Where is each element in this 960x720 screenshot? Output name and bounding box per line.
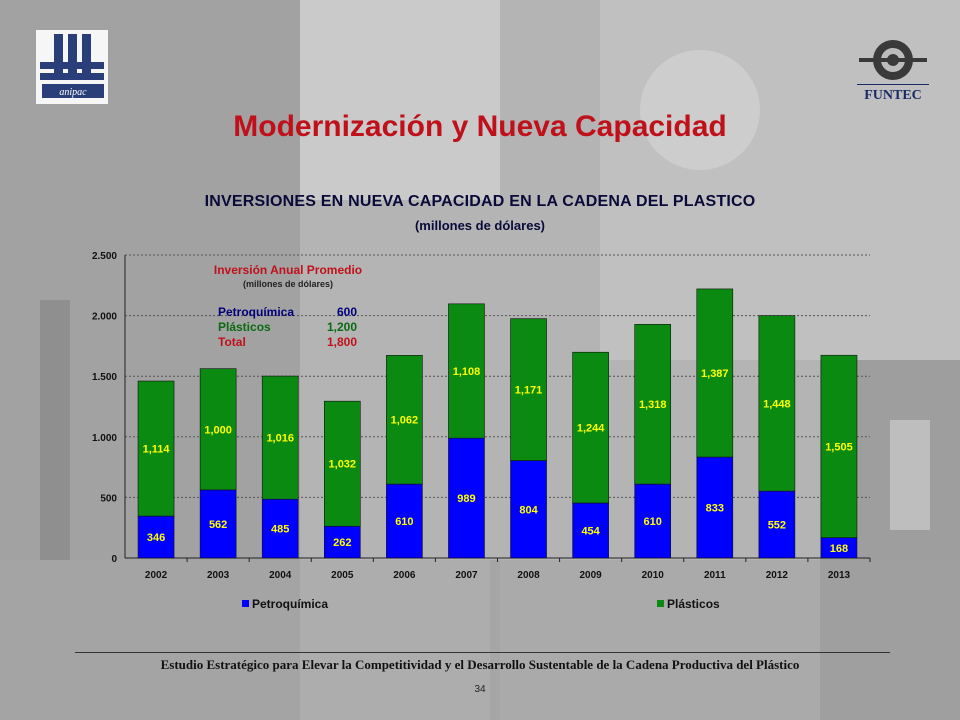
- data-label-petroquimica: 610: [395, 516, 413, 528]
- bar-plasticos: [820, 354, 858, 538]
- bar-petroquimica: [448, 437, 485, 559]
- y-tick-label: 2.500: [92, 251, 117, 262]
- x-tick-label: 2002: [145, 570, 168, 581]
- chart-title: INVERSIONES EN NUEVA CAPACIDAD EN LA CAD…: [204, 193, 756, 210]
- data-label-petroquimica: 804: [519, 504, 538, 516]
- data-label-plasticos: 1,171: [515, 385, 543, 397]
- bar-plasticos: [323, 400, 361, 527]
- x-tick-label: 2013: [828, 570, 851, 581]
- bar-plasticos: [758, 315, 796, 492]
- annotation-title: Inversión Anual Promedio: [214, 263, 362, 277]
- bar-petroquimica: [510, 460, 547, 559]
- data-label-petroquimica: 989: [457, 493, 475, 505]
- data-label-petroquimica: 168: [830, 543, 848, 555]
- data-label-plasticos: 1,062: [391, 415, 419, 427]
- annotation-row-label: Plásticos: [218, 320, 271, 334]
- svg-text:anipac: anipac: [59, 87, 87, 98]
- x-tick-label: 2009: [580, 570, 603, 581]
- y-tick-label: 0: [111, 554, 117, 565]
- data-label-petroquimica: 485: [271, 524, 289, 536]
- data-label-petroquimica: 262: [333, 537, 351, 549]
- data-label-plasticos: 1,016: [266, 433, 294, 445]
- bar-plasticos: [634, 324, 672, 485]
- y-tick-label: 500: [100, 493, 117, 504]
- bar-plasticos: [386, 355, 423, 485]
- legend-swatch-petroquimica: [242, 600, 249, 607]
- bar-petroquimica: [696, 456, 734, 559]
- annotation-row-label: Total: [218, 335, 246, 349]
- x-tick-label: 2005: [331, 570, 354, 581]
- y-tick-label: 1.500: [92, 372, 117, 383]
- data-label-plasticos: 1,448: [763, 398, 791, 410]
- data-label-plasticos: 1,114: [143, 444, 171, 456]
- x-tick-label: 2004: [269, 570, 292, 581]
- data-label-plasticos: 1,244: [577, 423, 605, 435]
- slide-title: Modernización y Nueva Capacidad: [233, 110, 727, 143]
- data-label-petroquimica: 454: [581, 525, 600, 537]
- data-label-plasticos: 1,032: [329, 459, 357, 471]
- y-tick-label: 2.000: [92, 312, 117, 323]
- bar-plasticos: [448, 303, 485, 439]
- x-tick-label: 2008: [517, 570, 540, 581]
- legend-swatch-plasticos: [657, 600, 664, 607]
- footer-divider: [75, 652, 890, 653]
- data-label-plasticos: 1,505: [825, 441, 853, 453]
- bar-plasticos: [261, 375, 299, 500]
- bar-petroquimica: [572, 502, 609, 559]
- funtec-logo: FUNTEC: [857, 40, 929, 102]
- data-label-petroquimica: 552: [768, 520, 786, 532]
- data-label-plasticos: 1,108: [453, 366, 481, 378]
- x-tick-label: 2007: [455, 570, 478, 581]
- legend-label-petroquimica: Petroquímica: [252, 597, 328, 611]
- data-label-plasticos: 1,318: [639, 399, 667, 411]
- bar-petroquimica: [137, 515, 175, 559]
- x-tick-label: 2012: [766, 570, 789, 581]
- data-label-petroquimica: 610: [644, 516, 662, 528]
- data-label-petroquimica: 346: [147, 532, 165, 544]
- bar-plasticos: [510, 318, 547, 461]
- annotation-row-value: 1,200: [327, 320, 357, 334]
- bar-petroquimica: [199, 489, 237, 559]
- annotation-subtitle: (millones de dólares): [243, 279, 333, 289]
- annotation-row-value: 600: [337, 305, 357, 319]
- svg-text:FUNTEC: FUNTEC: [864, 88, 922, 102]
- y-tick-label: 1.000: [92, 433, 117, 444]
- footer-text: Estudio Estratégico para Elevar la Compe…: [160, 657, 800, 672]
- annotation-row-value: 1,800: [327, 335, 357, 349]
- data-label-plasticos: 1,000: [204, 424, 232, 436]
- bar-plasticos: [572, 351, 609, 504]
- data-label-petroquimica: 562: [209, 519, 227, 531]
- bar-plasticos: [137, 380, 175, 517]
- page-number: 34: [474, 684, 486, 695]
- chart-subtitle: (millones de dólares): [414, 218, 546, 233]
- bar-plasticos: [199, 368, 237, 491]
- bar-plasticos: [696, 288, 734, 458]
- anipac-logo: anipac: [36, 30, 108, 104]
- data-label-petroquimica: 833: [706, 503, 724, 515]
- x-tick-label: 2011: [704, 570, 726, 581]
- data-label-plasticos: 1,387: [701, 368, 729, 380]
- bar-petroquimica: [634, 483, 672, 559]
- x-tick-label: 2006: [393, 570, 416, 581]
- bar-petroquimica: [386, 483, 423, 559]
- x-tick-label: 2003: [207, 570, 230, 581]
- legend-label-plasticos: Plásticos: [667, 597, 720, 611]
- x-tick-label: 2010: [642, 570, 665, 581]
- annotation-row-label: Petroquímica: [218, 305, 294, 319]
- bar-petroquimica: [261, 498, 299, 559]
